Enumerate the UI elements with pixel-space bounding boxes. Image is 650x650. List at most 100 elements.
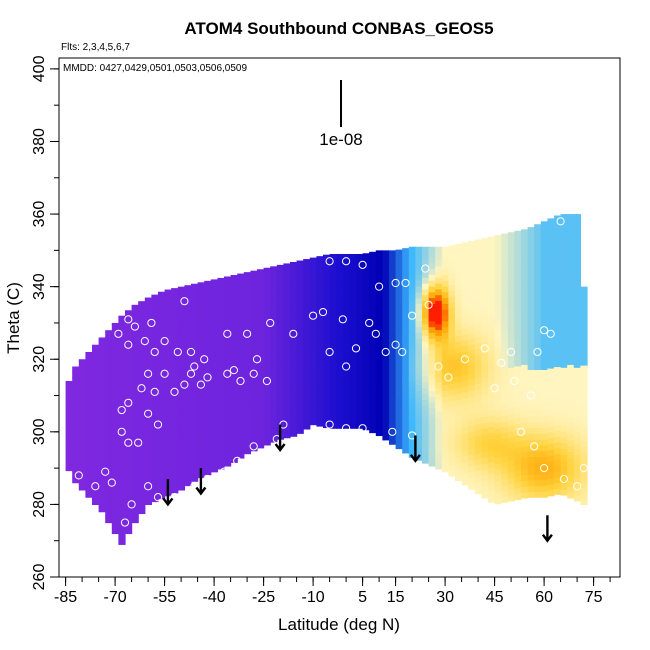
x-tick-label: -10: [302, 589, 325, 606]
flight-point: [351, 344, 361, 353]
flight-point: [480, 344, 489, 353]
flight-point: [391, 340, 400, 349]
flight-point: [236, 376, 245, 386]
flight-point: [124, 340, 133, 349]
flight-point: [424, 300, 433, 309]
flight-point: [497, 358, 506, 367]
x-tick-label: 45: [486, 589, 504, 606]
descent-arrow: [541, 515, 553, 543]
descent-arrow: [409, 435, 421, 463]
flight-point: [540, 326, 549, 335]
y-tick-label: 340: [31, 273, 48, 300]
flight-point: [124, 438, 133, 447]
flight-point: [150, 387, 159, 396]
x-tick-label: 30: [436, 589, 454, 606]
x-tick-label: 15: [387, 589, 405, 606]
flight-point: [190, 362, 199, 371]
y-tick-label: 360: [31, 201, 48, 228]
flight-point: [401, 278, 410, 288]
flight-point: [266, 318, 275, 328]
flight-point: [556, 217, 565, 226]
flight-point: [434, 362, 443, 371]
flight-point: [117, 427, 126, 436]
flight-point: [460, 355, 469, 364]
flight-point: [249, 442, 258, 451]
flight-point: [579, 464, 588, 473]
x-axis-title: Latitude (deg N): [278, 615, 400, 634]
flight-point: [180, 380, 189, 389]
scale-bar-label: 1e-08: [319, 130, 362, 149]
y-axis: 260 280 300 320 340 360 380 400: [31, 55, 59, 590]
descent-arrow: [162, 479, 174, 507]
flight-point: [444, 373, 453, 382]
flight-point: [229, 366, 238, 375]
plot-frame: [58, 57, 621, 578]
dates-subtitle: MMDD: 0427,0429,0501,0503,0506,0509: [63, 63, 247, 74]
x-tick-label: 5: [358, 589, 367, 606]
flight-point: [124, 398, 133, 407]
flight-point: [338, 315, 347, 324]
flight-point: [117, 405, 126, 415]
flight-point: [127, 500, 136, 509]
x-tick-label: 60: [535, 589, 553, 606]
flight-point: [533, 347, 542, 357]
flight-point: [371, 329, 380, 338]
flight-point: [144, 409, 153, 418]
x-tick-label: 75: [585, 589, 603, 606]
flight-point: [114, 329, 123, 338]
flight-point: [325, 420, 334, 429]
flight-point: [510, 376, 519, 386]
flight-point: [262, 376, 271, 386]
flight-point: [180, 297, 189, 306]
x-tick-label: -25: [252, 589, 275, 606]
flight-point: [375, 282, 384, 291]
flight-point: [147, 318, 156, 328]
flight-point: [120, 518, 130, 527]
descent-arrow: [195, 468, 207, 496]
flight-point: [144, 369, 153, 378]
flight-point: [243, 329, 252, 338]
flight-point: [252, 355, 262, 364]
flight-point: [140, 336, 149, 346]
x-tick-label: -85: [54, 589, 77, 606]
flight-point: [186, 347, 196, 357]
flight-points: [74, 217, 588, 527]
flight-point: [91, 482, 100, 491]
flight-point: [358, 424, 367, 433]
flight-point: [318, 307, 328, 317]
flight-point: [150, 347, 159, 357]
flight-point: [203, 474, 212, 484]
flight-point: [530, 442, 539, 451]
y-tick-label: 400: [31, 55, 48, 82]
flight-point: [153, 420, 163, 429]
flight-point: [134, 438, 143, 447]
y-tick-label: 260: [31, 564, 48, 591]
flight-point: [540, 464, 549, 473]
flight-point: [342, 257, 351, 266]
flight-point: [573, 482, 582, 491]
flight-point: [153, 493, 163, 502]
y-axis-title: Theta (C): [4, 282, 23, 354]
flight-point: [408, 431, 417, 440]
flights-subtitle: Flts: 2,3,4,5,6,7: [61, 42, 130, 53]
flight-point: [507, 347, 516, 357]
flight-point: [398, 347, 407, 357]
x-tick-label: -40: [203, 589, 226, 606]
flight-point: [74, 471, 83, 480]
flight-point: [101, 467, 110, 476]
descent-arrows: [162, 424, 553, 543]
flight-point: [490, 384, 499, 393]
heatmap: [65, 214, 588, 545]
flight-point: [421, 264, 430, 273]
flight-point: [173, 347, 182, 357]
x-axis: -85 -70 -55 -40 -25 -10 5 15 30 45 60 75: [54, 577, 611, 606]
y-tick-label: 280: [31, 491, 48, 518]
flight-point: [325, 347, 334, 357]
flight-point: [295, 249, 304, 259]
flight-point: [186, 369, 196, 378]
flight-point: [408, 311, 417, 320]
flight-point: [289, 329, 298, 338]
flight-point: [559, 474, 569, 484]
flight-point: [223, 369, 232, 378]
flight-point: [249, 369, 258, 378]
